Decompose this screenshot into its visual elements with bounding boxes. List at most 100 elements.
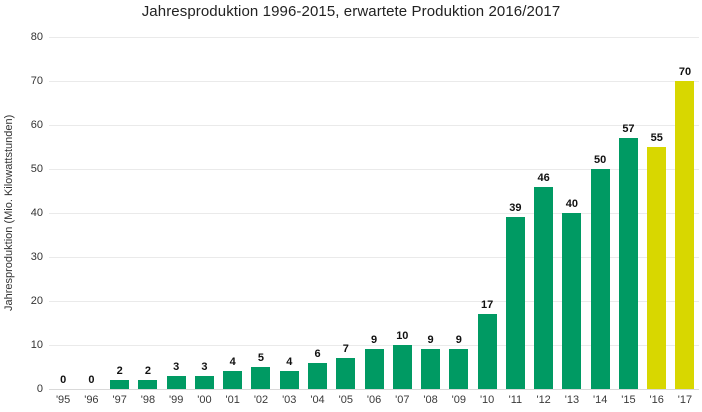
bar: [477, 314, 497, 389]
gridline: [49, 300, 699, 302]
bar: [308, 362, 328, 389]
bar-column: 46: [530, 37, 558, 389]
bar-column: 57: [614, 37, 642, 389]
bar: [421, 349, 441, 389]
bar-value-label: 46: [537, 171, 550, 184]
bar-value-label: 6: [314, 347, 321, 360]
x-tick-label: '03: [282, 394, 297, 406]
bar-column: 17: [473, 37, 501, 389]
bar: [505, 217, 525, 389]
y-tick-label: 0: [36, 383, 43, 395]
bar: [449, 349, 469, 389]
bar-column: 3: [190, 37, 218, 389]
bar: [223, 371, 243, 389]
bar: [251, 367, 271, 389]
x-tick-label: '15: [621, 394, 636, 406]
gridline: [49, 388, 699, 390]
gridline: [49, 168, 699, 170]
bar-column: 6: [303, 37, 331, 389]
bar-column: 9: [360, 37, 388, 389]
bar-value-label: 2: [144, 365, 151, 378]
bar-value-label: 3: [173, 360, 180, 373]
x-tick-label: '04: [310, 394, 325, 406]
y-tick-label: 30: [30, 251, 43, 263]
x-tick-label: '05: [338, 394, 353, 406]
x-axis-labels: '95 '96 '97 '98 '99 '00 '01 '02 '03 '04 '05 '06 '07 '…: [49, 394, 699, 406]
y-tick-label: 60: [30, 119, 43, 131]
y-tick-label: 80: [30, 31, 43, 43]
bar-column: 5: [247, 37, 275, 389]
x-tick-label: '10: [479, 394, 495, 406]
x-tick-label: '08: [423, 394, 438, 406]
bar-column: 10: [388, 37, 416, 389]
bar-value-label: 4: [229, 356, 236, 369]
bar-value-label: 55: [650, 132, 663, 144]
plot-area: [49, 36, 699, 390]
bar: [166, 375, 186, 389]
bar-column: 70: [671, 37, 699, 389]
bar-column: 40: [558, 37, 586, 389]
x-tick-label: '97: [112, 394, 127, 406]
bar-column: 50: [586, 37, 614, 389]
bar-column: 4: [219, 37, 247, 389]
bar: [534, 186, 554, 389]
gridline: [49, 256, 699, 258]
y-tick-label: 50: [30, 163, 43, 175]
bar-series: 0 0 2 2 3 3 4 5 4 6 7 9 10 9 9 17 39 46 40 50 57 55 70: [49, 37, 699, 389]
bar-column: 9: [416, 37, 444, 389]
y-tick-label: 70: [30, 75, 43, 87]
bar: [110, 380, 130, 389]
bar-value-label: 4: [286, 356, 293, 369]
bar: [364, 349, 384, 389]
bar-value-label: 40: [565, 198, 579, 210]
bar-column: 0: [49, 37, 77, 389]
bar-column: 39: [501, 37, 529, 389]
bar-value-label: 5: [257, 352, 265, 364]
bar-value-label: 9: [455, 334, 462, 347]
x-tick-label: '14: [593, 394, 608, 406]
bar-value-label: 10: [396, 330, 409, 342]
bar-column: 3: [162, 37, 190, 389]
bar-column: 55: [643, 37, 671, 389]
x-tick-label: '96: [84, 394, 99, 406]
x-tick-label: '99: [169, 394, 184, 406]
x-tick-label: '02: [253, 394, 269, 406]
gridline: [49, 344, 699, 346]
x-tick-label: '12: [536, 394, 551, 406]
y-tick-label: 20: [30, 295, 43, 307]
bar: [392, 345, 412, 389]
bar: [590, 169, 610, 389]
bar-value-label: 2: [116, 365, 123, 378]
gridline: [49, 124, 699, 126]
x-tick-label: '98: [140, 394, 156, 406]
bar-column: 4: [275, 37, 303, 389]
bar-value-label: 50: [594, 154, 607, 166]
x-tick-label: '01: [225, 394, 240, 406]
bar: [675, 81, 695, 389]
x-tick-label: '17: [677, 394, 693, 406]
bar-value-label: 9: [370, 334, 378, 347]
bar: [647, 147, 667, 389]
bar-column: 9: [445, 37, 473, 389]
bar-value-label: 17: [480, 299, 494, 312]
y-tick-label: 10: [30, 339, 43, 351]
gridline: [49, 36, 699, 38]
bar: [336, 358, 356, 389]
bar-value-label: 70: [678, 66, 692, 78]
bar-value-label: 3: [201, 360, 208, 373]
bar: [279, 371, 299, 389]
bar: [562, 213, 582, 389]
bar: [618, 138, 638, 389]
bar-column: 2: [106, 37, 134, 389]
y-tick-label: 40: [30, 207, 43, 219]
x-tick-label: '13: [564, 394, 580, 406]
x-tick-label: '06: [366, 394, 382, 406]
bar: [138, 380, 158, 389]
x-tick-label: '11: [508, 394, 523, 406]
bar-value-label: 0: [60, 374, 67, 386]
bar-column: 7: [332, 37, 360, 389]
bar: [194, 375, 214, 389]
bar-column: 0: [77, 37, 105, 389]
x-tick-label: '09: [451, 394, 467, 406]
